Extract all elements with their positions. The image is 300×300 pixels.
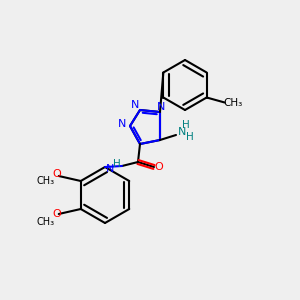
- Text: H: H: [113, 159, 121, 169]
- Text: H: H: [182, 120, 190, 130]
- Text: CH₃: CH₃: [37, 217, 55, 227]
- Text: CH₃: CH₃: [37, 176, 55, 186]
- Text: CH₃: CH₃: [223, 98, 242, 107]
- Text: N: N: [157, 102, 165, 112]
- Text: H: H: [186, 132, 194, 142]
- Text: N: N: [131, 100, 139, 110]
- Text: O: O: [52, 169, 61, 179]
- Text: O: O: [52, 209, 61, 219]
- Text: N: N: [178, 127, 186, 137]
- Text: N: N: [118, 119, 126, 129]
- Text: N: N: [106, 164, 114, 174]
- Text: O: O: [154, 162, 164, 172]
